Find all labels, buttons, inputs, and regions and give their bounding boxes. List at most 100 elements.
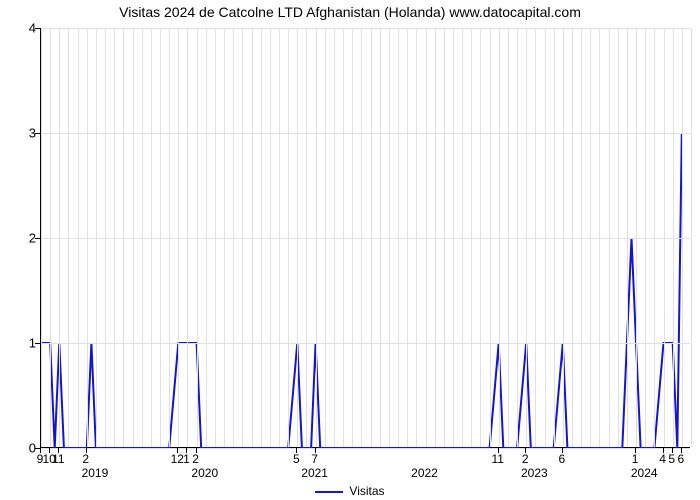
grid-vertical	[581, 28, 582, 447]
grid-vertical	[41, 28, 42, 447]
x-tick-label: 1	[183, 452, 190, 466]
plot-area	[40, 28, 690, 448]
grid-vertical	[187, 28, 188, 447]
grid-vertical	[398, 28, 399, 447]
grid-vertical	[242, 28, 243, 447]
x-group-label: 2020	[191, 466, 218, 480]
grid-vertical	[673, 28, 674, 447]
grid-vertical	[279, 28, 280, 447]
grid-vertical	[407, 28, 408, 447]
grid-vertical	[554, 28, 555, 447]
y-tick-label: 4	[6, 21, 36, 36]
x-tick-label: 11	[52, 452, 64, 466]
grid-vertical	[499, 28, 500, 447]
grid-vertical	[233, 28, 234, 447]
grid-vertical	[297, 28, 298, 447]
grid-vertical	[352, 28, 353, 447]
grid-horizontal	[41, 238, 690, 239]
grid-vertical	[68, 28, 69, 447]
grid-horizontal	[41, 28, 690, 29]
grid-vertical	[343, 28, 344, 447]
grid-vertical	[636, 28, 637, 447]
grid-vertical	[490, 28, 491, 447]
y-tick-label: 0	[6, 441, 36, 456]
grid-vertical	[572, 28, 573, 447]
grid-vertical	[169, 28, 170, 447]
x-tick-label: 6	[558, 452, 565, 466]
grid-vertical	[206, 28, 207, 447]
grid-vertical	[545, 28, 546, 447]
legend-label: Visitas	[349, 484, 384, 498]
x-tick-label: 5	[293, 452, 300, 466]
grid-vertical	[96, 28, 97, 447]
grid-vertical	[50, 28, 51, 447]
grid-vertical	[87, 28, 88, 447]
grid-vertical	[215, 28, 216, 447]
grid-vertical	[316, 28, 317, 447]
y-tick-mark	[35, 28, 40, 29]
grid-vertical	[178, 28, 179, 447]
grid-vertical	[526, 28, 527, 447]
grid-horizontal	[41, 448, 690, 449]
grid-vertical	[160, 28, 161, 447]
grid-vertical	[480, 28, 481, 447]
grid-vertical	[517, 28, 518, 447]
y-tick-label: 3	[6, 126, 36, 141]
grid-vertical	[453, 28, 454, 447]
grid-vertical	[609, 28, 610, 447]
grid-vertical	[78, 28, 79, 447]
x-tick-label: 11	[492, 452, 504, 466]
grid-vertical	[325, 28, 326, 447]
grid-vertical	[123, 28, 124, 447]
grid-vertical	[380, 28, 381, 447]
grid-vertical	[261, 28, 262, 447]
x-tick-label: 6	[678, 452, 685, 466]
grid-vertical	[114, 28, 115, 447]
grid-vertical	[471, 28, 472, 447]
grid-vertical	[306, 28, 307, 447]
grid-vertical	[389, 28, 390, 447]
x-tick-label: 1	[632, 452, 639, 466]
grid-horizontal	[41, 343, 690, 344]
grid-vertical	[252, 28, 253, 447]
grid-vertical	[133, 28, 134, 447]
x-group-label: 2021	[301, 466, 328, 480]
x-tick-label: 7	[311, 452, 318, 466]
grid-vertical	[426, 28, 427, 447]
x-group-label: 2024	[631, 466, 658, 480]
grid-vertical	[288, 28, 289, 447]
x-tick-label: 4	[659, 452, 666, 466]
legend-swatch	[315, 491, 343, 493]
grid-vertical	[361, 28, 362, 447]
grid-vertical	[435, 28, 436, 447]
grid-vertical	[590, 28, 591, 447]
x-group-label: 2023	[521, 466, 548, 480]
grid-vertical	[444, 28, 445, 447]
grid-vertical	[151, 28, 152, 447]
grid-vertical	[142, 28, 143, 447]
grid-vertical	[535, 28, 536, 447]
grid-vertical	[508, 28, 509, 447]
y-tick-label: 1	[6, 336, 36, 351]
grid-vertical	[105, 28, 106, 447]
x-tick-label: 2	[192, 452, 199, 466]
grid-vertical	[462, 28, 463, 447]
y-tick-label: 2	[6, 231, 36, 246]
grid-vertical	[654, 28, 655, 447]
x-tick-label: 5	[668, 452, 675, 466]
x-group-label: 2019	[82, 466, 109, 480]
y-tick-mark	[35, 238, 40, 239]
grid-vertical	[645, 28, 646, 447]
y-tick-mark	[35, 343, 40, 344]
grid-vertical	[371, 28, 372, 447]
grid-horizontal	[41, 133, 690, 134]
x-tick-label: 2	[82, 452, 89, 466]
grid-vertical	[691, 28, 692, 447]
grid-vertical	[599, 28, 600, 447]
legend: Visitas	[0, 484, 700, 498]
x-tick-label: 12	[171, 452, 184, 466]
grid-vertical	[197, 28, 198, 447]
grid-vertical	[563, 28, 564, 447]
grid-vertical	[682, 28, 683, 447]
x-tick-label: 2	[522, 452, 529, 466]
